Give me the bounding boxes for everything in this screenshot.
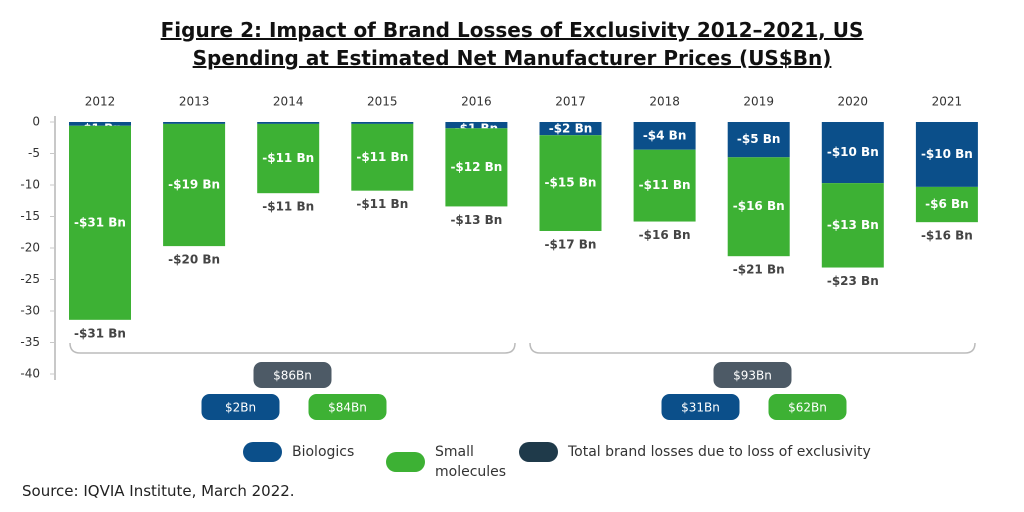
y-tick-label: -30 — [20, 304, 40, 318]
chart-title: Figure 2: Impact of Brand Losses of Excl… — [160, 18, 864, 70]
bar-segment — [539, 135, 602, 231]
value-label: -$12 Bn — [450, 160, 502, 174]
total-label: -$11 Bn — [262, 200, 314, 214]
bar-segment — [821, 183, 884, 268]
summary-pill — [253, 362, 332, 388]
total-label: -$16 Bn — [639, 228, 691, 242]
bar-segment — [257, 123, 320, 194]
x-tick-label: 2018 — [649, 95, 680, 109]
legend-item: Small molecules — [386, 442, 515, 482]
legend-item: Biologics — [243, 442, 354, 462]
total-label: -$11 Bn — [356, 197, 408, 211]
total-label: -$21 Bn — [733, 263, 785, 277]
bracket — [69, 342, 516, 354]
value-label: -$6 Bn — [925, 197, 969, 211]
summary-pill — [661, 394, 740, 420]
bar-segment — [257, 122, 320, 124]
bar-segment — [351, 123, 414, 191]
bar-segment — [539, 122, 602, 136]
summary-pill — [768, 394, 847, 420]
bar-segment — [445, 128, 508, 207]
bar-segment — [163, 123, 226, 247]
summary-pill — [713, 362, 792, 388]
bracket — [529, 342, 976, 354]
value-label: -$16 Bn — [733, 199, 785, 213]
value-label: -$19 Bn — [168, 178, 220, 192]
legend-swatch — [519, 442, 558, 462]
bar-segment — [445, 122, 508, 129]
bar-segment — [633, 149, 696, 222]
x-tick-label: 2015 — [367, 95, 398, 109]
value-label: -$10 Bn — [827, 145, 879, 159]
legend-swatch — [386, 452, 425, 472]
x-tick-label: 2019 — [743, 95, 774, 109]
x-tick-label: 2014 — [273, 95, 304, 109]
legend-item: Total brand losses due to loss of exclus… — [519, 442, 871, 462]
legend-label: Total brand losses due to loss of exclus… — [568, 444, 871, 460]
legend-swatch — [243, 442, 282, 462]
bar-segment — [163, 122, 226, 124]
bar-segment — [727, 122, 790, 158]
value-label: -$15 Bn — [545, 176, 597, 190]
total-label: -$16 Bn — [921, 229, 973, 243]
summary-pill — [201, 394, 280, 420]
bar-segment — [69, 122, 131, 126]
x-tick-label: 2012 — [85, 95, 116, 109]
summary-label: $93Bn — [733, 369, 772, 383]
value-label: -$10 Bn — [921, 147, 973, 161]
x-tick-label: 2016 — [461, 95, 492, 109]
summary-label: $86Bn — [273, 369, 312, 383]
value-label: -$5 Bn — [737, 132, 781, 146]
bar-segment — [633, 122, 696, 150]
summary-label: $84Bn — [328, 401, 367, 415]
legend-label: Small molecules — [435, 444, 507, 480]
bar-segment — [69, 125, 131, 320]
value-label: -$11 Bn — [262, 151, 314, 165]
summary-label: $62Bn — [788, 401, 827, 415]
y-tick-label: -10 — [20, 178, 40, 192]
summary-label: $2Bn — [225, 401, 256, 415]
legend-label: Biologics — [292, 444, 355, 460]
value-label: -$2 Bn — [549, 122, 593, 136]
y-tick-label: -5 — [28, 146, 40, 160]
y-tick-label: -15 — [20, 209, 40, 223]
y-tick-label: -40 — [20, 367, 40, 381]
total-label: -$20 Bn — [168, 253, 220, 267]
bar-segment — [821, 122, 884, 184]
bar-segment — [915, 122, 978, 187]
x-tick-label: 2017 — [555, 95, 586, 109]
x-tick-label: 2020 — [838, 95, 869, 109]
bar-segment — [727, 157, 790, 257]
total-label: -$17 Bn — [545, 237, 597, 251]
x-tick-label: 2021 — [932, 95, 963, 109]
y-tick-label: -35 — [20, 335, 40, 349]
x-tick-label: 2013 — [179, 95, 210, 109]
value-label: -$4 Bn — [643, 128, 687, 142]
total-label: -$13 Bn — [450, 213, 502, 227]
total-label: -$23 Bn — [827, 274, 879, 288]
y-tick-label: 0 — [32, 115, 40, 129]
y-tick-label: -25 — [20, 272, 40, 286]
value-label: -$11 Bn — [639, 178, 691, 192]
summary-pill — [308, 394, 387, 420]
bar-segment — [351, 122, 414, 124]
value-label: -$31 Bn — [74, 215, 126, 229]
y-tick-label: -20 — [20, 241, 40, 255]
summary-label: $31Bn — [681, 401, 720, 415]
source: Source: IQVIA Institute, March 2022. — [22, 482, 295, 500]
total-label: -$31 Bn — [74, 326, 126, 340]
value-label: -$13 Bn — [827, 218, 879, 232]
bar-segment — [915, 186, 978, 223]
value-label: -$11 Bn — [356, 150, 408, 164]
